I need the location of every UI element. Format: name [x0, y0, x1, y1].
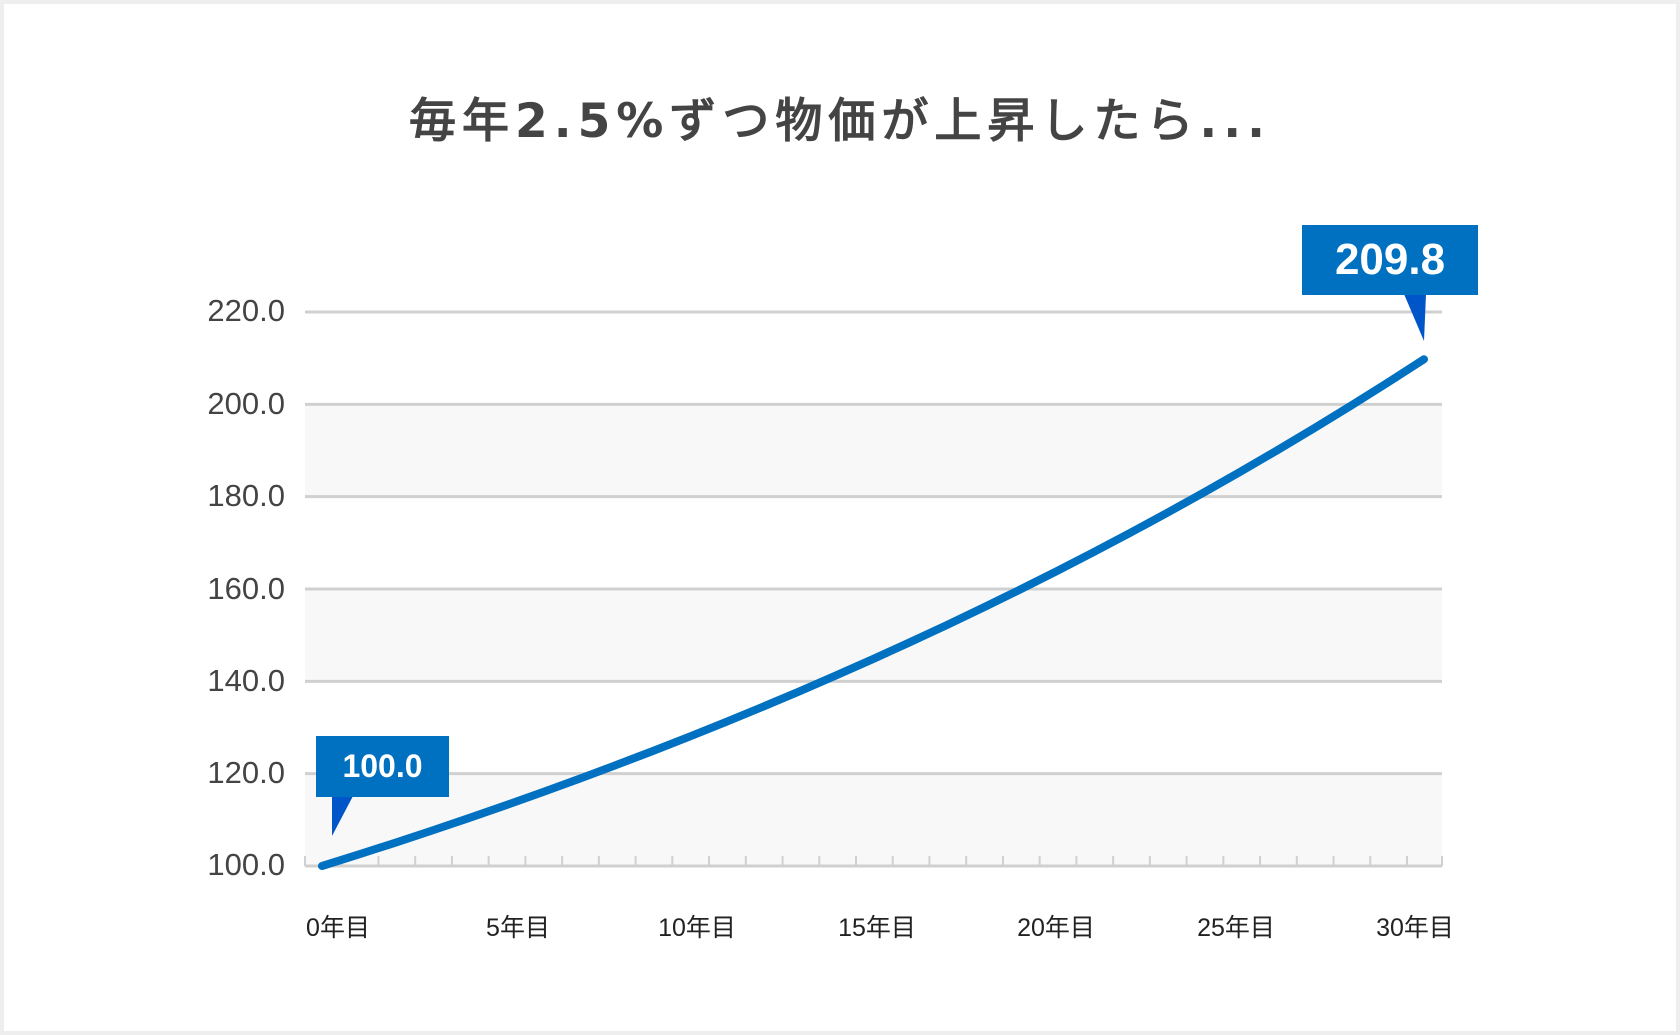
plot-bands — [305, 404, 1442, 866]
callout-end-value: 209.8 — [1302, 225, 1478, 295]
y-tick-label: 200.0 — [207, 386, 285, 421]
x-tick-label: 15年目 — [838, 914, 916, 942]
y-tick-label: 160.0 — [207, 571, 285, 606]
x-tick-label: 10年目 — [658, 914, 736, 942]
x-tick-label: 25年目 — [1197, 914, 1275, 942]
y-tick-label: 220.0 — [207, 293, 285, 328]
x-tick-label: 20年目 — [1017, 914, 1095, 942]
x-tick-label: 30年目 — [1376, 914, 1454, 942]
y-tick-label: 100.0 — [207, 847, 285, 882]
data-line — [318, 355, 1428, 870]
callout-end-pointer — [1404, 294, 1426, 341]
y-tick-label: 120.0 — [207, 755, 285, 790]
chart-title: 毎年2.5%ずつ物価が上昇したら... — [409, 94, 1271, 149]
x-tick-label: 0年目 — [306, 914, 370, 942]
callout-start-value: 100.0 — [316, 736, 449, 797]
x-tick-label: 5年目 — [486, 914, 550, 942]
grid-lines — [305, 310, 1442, 868]
x-axis-ticks — [304, 856, 1443, 866]
callout-start-pointer — [332, 796, 353, 836]
y-tick-label: 180.0 — [207, 478, 285, 513]
y-tick-label: 140.0 — [207, 663, 285, 698]
